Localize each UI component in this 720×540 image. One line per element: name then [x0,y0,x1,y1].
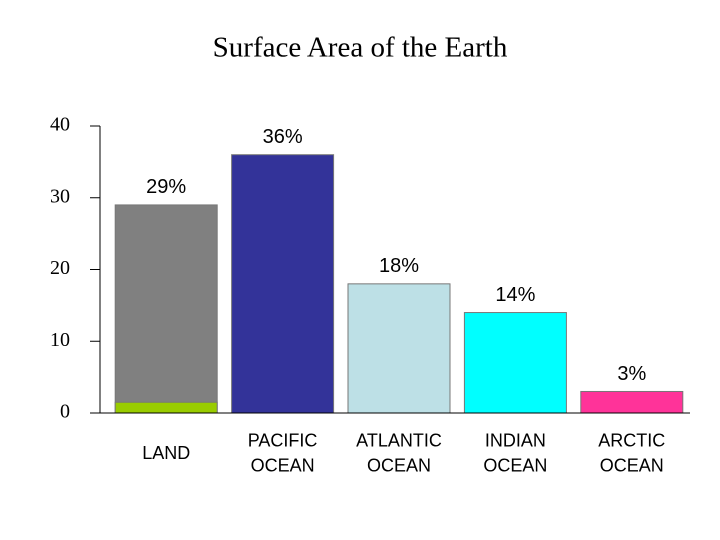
data-label: 18% [379,255,419,277]
chart-title: Surface Area of the Earth [213,32,508,64]
x-tick-label: INDIAN [485,430,546,450]
y-tick-label: 0 [60,401,70,423]
x-tick-label: LAND [142,443,190,463]
y-tick-label: 10 [50,329,70,351]
bar [114,204,218,414]
x-tick-label: ARCTIC [598,430,665,450]
x-tick-label: OCEAN [251,455,315,475]
bar [347,283,451,414]
x-tick-label: OCEAN [367,455,431,475]
x-tick-label: PACIFIC [248,430,318,450]
x-tick-label: OCEAN [483,455,547,475]
data-label: 29% [146,176,186,198]
x-tick-label: ATLANTIC [356,430,442,450]
data-label: 3% [617,363,646,385]
data-label: 14% [495,284,535,306]
bar [463,312,567,414]
x-tick-label: OCEAN [600,455,664,475]
y-tick-label: 20 [50,257,70,279]
bar [580,390,684,414]
y-tick-label: 40 [50,114,70,136]
data-label: 36% [263,126,303,148]
y-tick-label: 30 [50,185,70,207]
bar [231,154,335,414]
overlay-bar [114,401,218,414]
